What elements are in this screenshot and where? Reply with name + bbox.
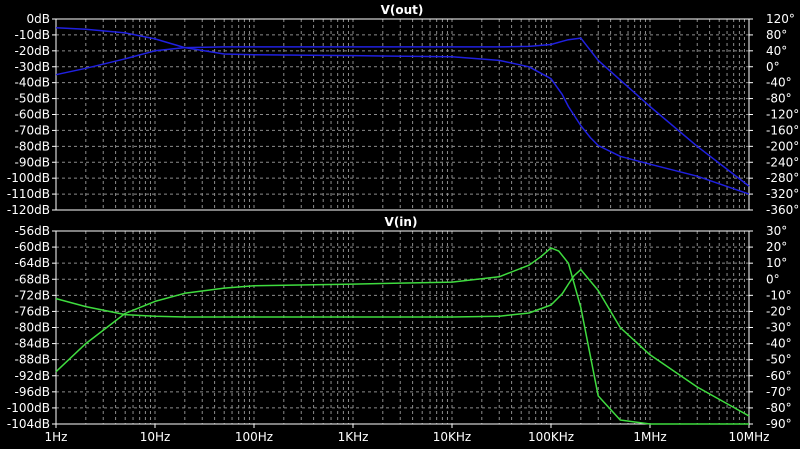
x-tick-label: 10Hz — [140, 430, 171, 444]
y-tick-label-left: -96dB — [15, 385, 50, 399]
pane-frame — [55, 18, 750, 211]
y-tick-label-right: -80° — [766, 92, 792, 106]
series-layer — [55, 27, 750, 425]
y-tick-label-left: -68dB — [15, 272, 50, 286]
series-line-left — [55, 37, 750, 187]
y-tick-label-left: -40dB — [15, 76, 50, 90]
y-tick-label-left: 0dB — [27, 12, 50, 26]
x-tick-label: 1MHz — [633, 430, 666, 444]
y-tick-label-right: -120° — [766, 108, 799, 122]
x-tick-label: 10MHz — [729, 430, 770, 444]
y-tick-label-right: -50° — [766, 353, 792, 367]
y-tick-label-left: -80dB — [15, 321, 50, 335]
y-tick-label-right: -20° — [766, 304, 792, 318]
y-tick-label-left: -76dB — [15, 304, 50, 318]
top-pane-title: V(out) — [381, 3, 424, 17]
x-tick-label: 10KHz — [433, 430, 471, 444]
y-tick-label-right: -60° — [766, 369, 792, 383]
y-tick-label-right: -40° — [766, 337, 792, 351]
y-tick-label-left: -80dB — [15, 139, 50, 153]
y-tick-label-right: 0° — [766, 60, 780, 74]
y-tick-label-left: -90dB — [15, 155, 50, 169]
y-tick-label-right: -160° — [766, 123, 799, 137]
y-tick-label-left: -104dB — [7, 417, 50, 431]
y-tick-label-left: -30dB — [15, 60, 50, 74]
x-tick-label: 100KHz — [528, 430, 574, 444]
y-tick-label-left: -10dB — [15, 28, 50, 42]
y-tick-label-left: -88dB — [15, 353, 50, 367]
y-tick-label-right: 40° — [766, 44, 787, 58]
y-tick-label-right: -280° — [766, 171, 799, 185]
series-line-left — [55, 247, 749, 425]
y-tick-label-right: -80° — [766, 401, 792, 415]
y-tick-label-right: -10° — [766, 288, 792, 302]
y-tick-label-right: -240° — [766, 155, 799, 169]
y-tick-label-right: 20° — [766, 240, 787, 254]
y-tick-label-left: -120dB — [7, 203, 50, 217]
y-tick-label-right: -30° — [766, 321, 792, 335]
y-tick-label-left: -50dB — [15, 92, 50, 106]
y-tick-label-right: -90° — [766, 417, 792, 431]
y-tick-label-right: -200° — [766, 139, 799, 153]
y-tick-label-right: -40° — [766, 76, 792, 90]
series-line-right — [55, 27, 750, 195]
y-tick-label-left: -56dB — [15, 224, 50, 238]
y-tick-label-right: 0° — [766, 272, 780, 286]
y-tick-label-right: -360° — [766, 203, 799, 217]
y-tick-label-left: -70dB — [15, 123, 50, 137]
series-line-right — [55, 268, 750, 417]
x-tick-label: 1KHz — [338, 430, 369, 444]
y-tick-label-right: 80° — [766, 28, 787, 42]
y-tick-label-right: 30° — [766, 224, 787, 238]
y-tick-label-left: -60dB — [15, 108, 50, 122]
bottom-pane-title: V(in) — [385, 215, 418, 229]
y-tick-label-right: 120° — [766, 12, 795, 26]
y-tick-label-right: -70° — [766, 385, 792, 399]
y-tick-label-left: -60dB — [15, 240, 50, 254]
grid-layer — [56, 19, 749, 424]
y-tick-label-left: -92dB — [15, 369, 50, 383]
pane-frames — [52, 18, 753, 428]
y-tick-label-left: -110dB — [7, 187, 50, 201]
x-tick-label: 100Hz — [235, 430, 273, 444]
x-tick-label: 1Hz — [45, 430, 68, 444]
y-tick-label-right: 10° — [766, 256, 787, 270]
tick-labels: 0dB 120° -10dB 80° -20dB 40° -30dB 0° -40dB -40° -… — [7, 12, 799, 444]
y-tick-label-left: -64dB — [15, 256, 50, 270]
y-tick-label-left: -20dB — [15, 44, 50, 58]
pane-frame — [55, 230, 750, 425]
y-tick-label-right: -320° — [766, 187, 799, 201]
y-tick-label-left: -100dB — [7, 401, 50, 415]
y-tick-label-left: -84dB — [15, 337, 50, 351]
y-tick-label-left: -72dB — [15, 288, 50, 302]
y-tick-label-left: -100dB — [7, 171, 50, 185]
